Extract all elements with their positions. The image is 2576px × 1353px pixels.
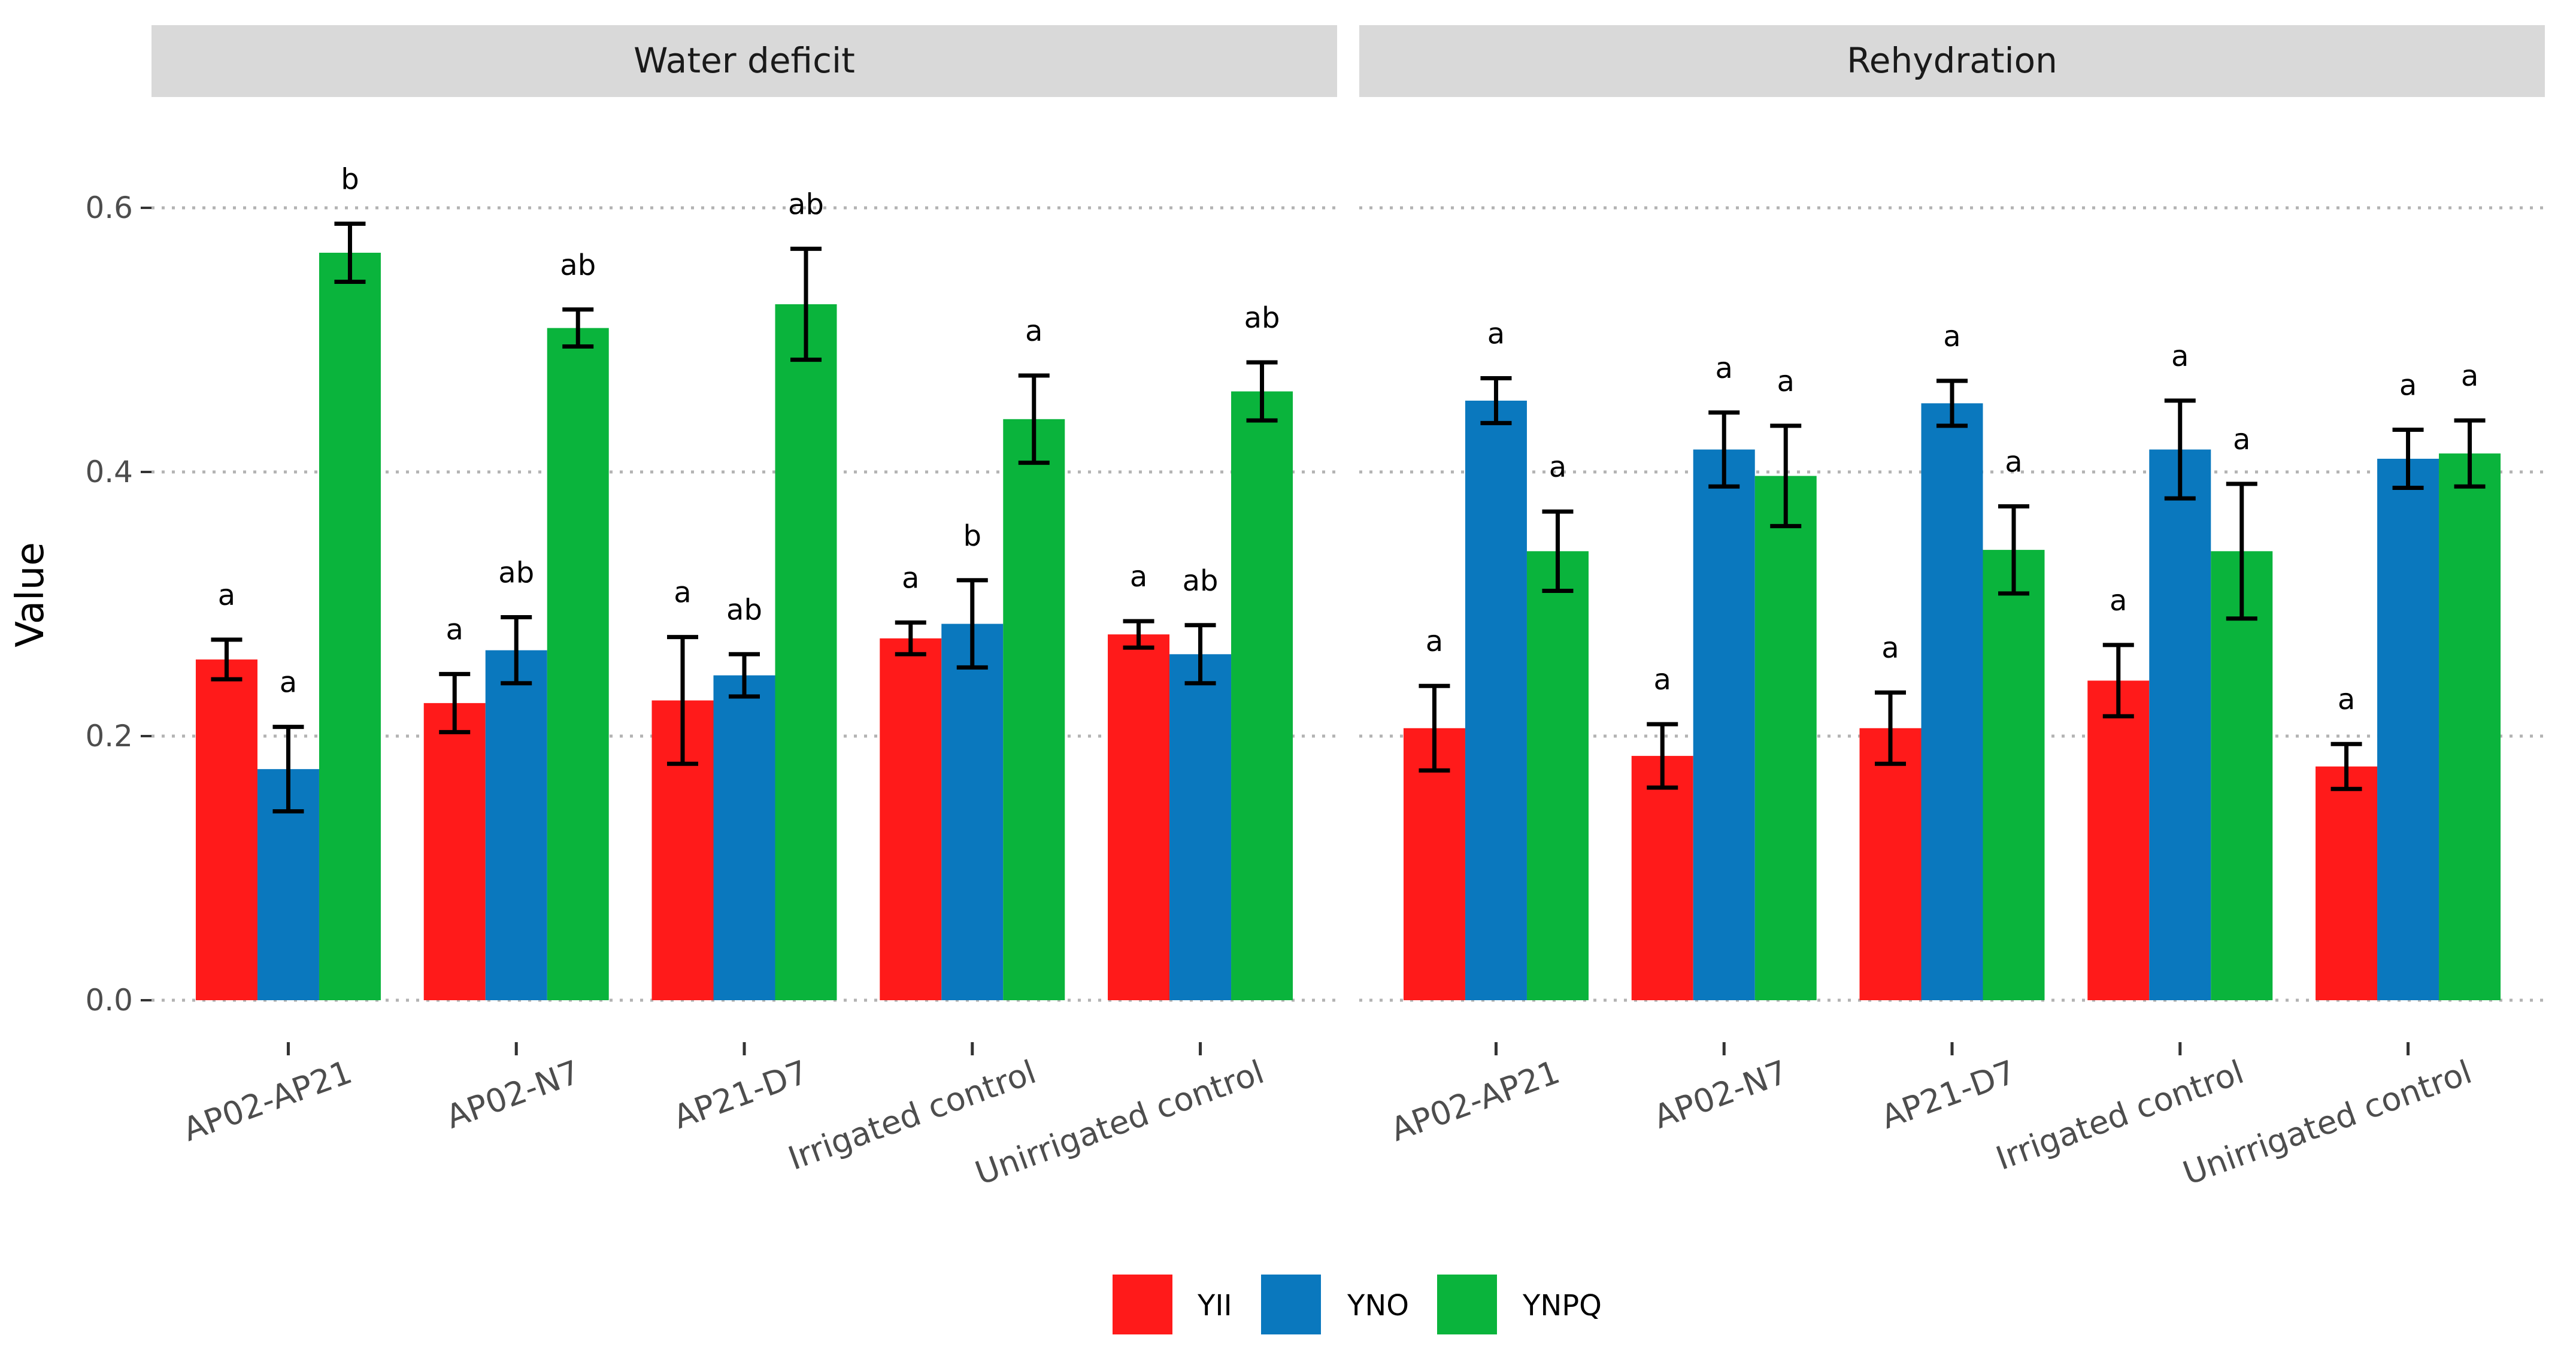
significance-label: a — [1881, 631, 1899, 665]
significance-label: a — [902, 561, 919, 595]
significance-label: a — [218, 579, 235, 612]
significance-label: b — [341, 162, 359, 196]
bar-yii — [2316, 766, 2378, 1000]
bar-ynpq — [547, 328, 609, 1000]
significance-label: a — [1487, 317, 1505, 350]
bar-yno — [941, 623, 1004, 1000]
x-tick-label: AP02-AP21 — [178, 1053, 357, 1149]
significance-label: a — [2005, 445, 2022, 479]
y-tick-label: 0.4 — [85, 455, 133, 489]
significance-label: a — [1549, 450, 1566, 484]
x-tick-label: AP21-D7 — [1876, 1053, 2020, 1136]
significance-label: a — [2338, 683, 2355, 716]
bar-yii — [1631, 756, 1693, 1000]
x-tick-label: AP02-AP21 — [1386, 1053, 1565, 1149]
significance-label: a — [2171, 340, 2189, 373]
bar-yii — [1403, 728, 1465, 1000]
significance-label: a — [1426, 625, 1443, 658]
legend-label: YII — [1197, 1289, 1232, 1322]
y-axis-title: Value — [8, 542, 53, 647]
significance-label: a — [2233, 423, 2250, 456]
bar-ynpq — [1983, 550, 2045, 1000]
legend: YII YNO YNPQ — [1113, 1275, 1602, 1334]
bar-yno — [713, 675, 775, 1000]
bar-yno — [2377, 458, 2439, 1000]
significance-label: ab — [1183, 564, 1219, 598]
facet-strip — [1359, 25, 2545, 97]
bar-yii — [1859, 728, 1922, 1000]
bar-yii — [1108, 634, 1170, 1000]
legend-key-yii — [1113, 1275, 1172, 1334]
significance-label: a — [280, 666, 297, 700]
x-tick-label: AP21-D7 — [668, 1053, 813, 1136]
legend-label: YNPQ — [1522, 1289, 1602, 1322]
facet-strip — [151, 25, 1337, 97]
bar-yno — [1693, 449, 1755, 1000]
bar-ynpq — [1526, 551, 1589, 1000]
significance-label: a — [2461, 359, 2478, 393]
x-tick-label: AP02-N7 — [441, 1053, 585, 1136]
significance-label: a — [446, 613, 463, 646]
bar-yno — [485, 650, 547, 1000]
bar-ynpq — [2439, 453, 2501, 1000]
bar-yno — [2149, 449, 2211, 1000]
y-tick-label: 0.2 — [85, 719, 133, 753]
y-tick-label: 0.6 — [85, 190, 133, 225]
significance-label: a — [1025, 314, 1042, 348]
bar-yno — [1465, 400, 1527, 1000]
significance-label: a — [1654, 663, 1671, 697]
significance-label: ab — [560, 249, 596, 282]
legend-key-yno — [1261, 1275, 1321, 1334]
x-tick-label: AP02-N7 — [1649, 1053, 1793, 1136]
bar-ynpq — [775, 304, 837, 1001]
significance-label: a — [2110, 584, 2127, 618]
bar-ynpq — [2211, 551, 2273, 1000]
y-tick-label: 0.0 — [85, 983, 133, 1018]
significance-label: a — [1716, 352, 1733, 385]
facet-strip-title: Water deficit — [634, 40, 855, 81]
bar-yno — [1169, 654, 1232, 1000]
significance-label: ab — [498, 556, 534, 590]
bar-ynpq — [1003, 419, 1065, 1000]
bar-yii — [2087, 680, 2150, 1000]
significance-label: a — [1130, 560, 1147, 594]
significance-label: b — [963, 519, 981, 553]
bar-yii — [880, 638, 942, 1000]
facet-strips: Water deficit Rehydration — [151, 25, 2545, 97]
significance-label: ab — [726, 593, 762, 626]
bar-ynpq — [1754, 476, 1817, 1000]
bar-yii — [423, 703, 486, 1000]
bar-yii — [195, 659, 257, 1000]
significance-label: a — [2399, 368, 2417, 402]
bar-ynpq — [319, 252, 381, 1001]
legend-key-ynpq — [1437, 1275, 1497, 1334]
significance-label: a — [1943, 320, 1960, 353]
facet-strip-title: Rehydration — [1847, 40, 2057, 81]
bar-ynpq — [1231, 391, 1293, 1000]
significance-label: a — [1777, 365, 1795, 398]
significance-label: ab — [1244, 301, 1280, 335]
bar-yno — [1921, 403, 1983, 1000]
legend-label: YNO — [1347, 1289, 1409, 1322]
significance-label: ab — [788, 187, 824, 221]
significance-label: a — [674, 576, 691, 610]
